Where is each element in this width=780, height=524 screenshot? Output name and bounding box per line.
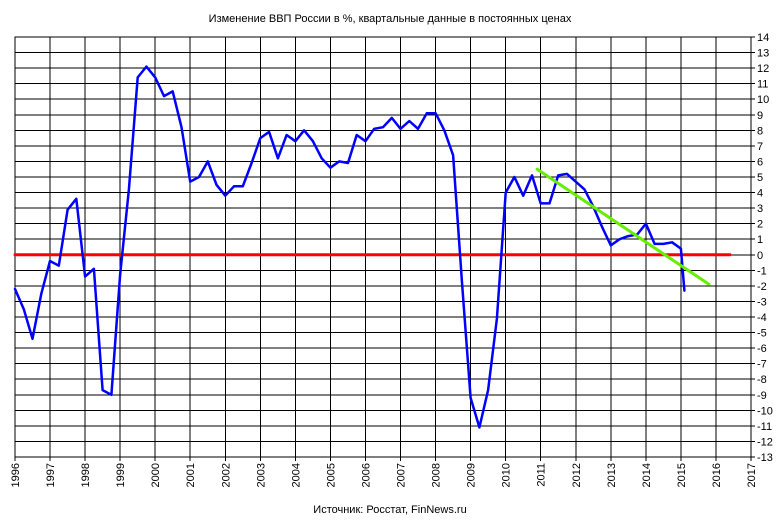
- x-tick-label: 2007: [396, 463, 408, 487]
- x-tick-label: 2004: [290, 463, 302, 487]
- x-tick-label: 2013: [606, 463, 618, 487]
- x-tick-label: 2009: [466, 463, 478, 487]
- x-tick-label: 2005: [325, 463, 337, 487]
- y-tick-label: 11: [757, 79, 768, 91]
- y-tick-label: 0: [757, 250, 763, 262]
- x-tick-label: 2016: [711, 463, 723, 487]
- y-tick-label: -1: [757, 265, 767, 277]
- y-tick-label: 9: [757, 110, 763, 122]
- x-tick-label: 1998: [80, 463, 92, 487]
- y-tick-label: 13: [757, 48, 769, 60]
- y-tick-label: -3: [757, 296, 767, 308]
- series-layer: [13, 65, 732, 429]
- x-tick-label: 2012: [571, 463, 583, 487]
- y-tick-label: 4: [757, 188, 763, 200]
- y-tick-label: 8: [757, 125, 763, 137]
- y-tick-label: 5: [757, 172, 763, 184]
- y-axis: 14131211109876543210-1-2-3-4-5-6-7-8-9-1…: [751, 32, 773, 464]
- x-tick-label: 2000: [150, 463, 162, 487]
- y-tick-label: 3: [757, 203, 763, 215]
- y-tick-label: -10: [757, 405, 773, 417]
- x-tick-label: 1996: [10, 463, 22, 487]
- y-tick-label: 14: [757, 32, 769, 44]
- y-tick-label: -4: [757, 312, 767, 324]
- x-tick-label: 2015: [676, 463, 688, 487]
- y-tick-label: -11: [757, 421, 772, 433]
- chart-source: Источник: Росстат, FinNews.ru: [313, 504, 466, 516]
- x-tick-label: 2008: [431, 463, 443, 487]
- y-tick-label: -8: [757, 374, 767, 386]
- x-tick-label: 2001: [185, 463, 197, 487]
- y-tick-label: 10: [757, 94, 769, 106]
- y-tick-label: 12: [757, 63, 769, 75]
- y-tick-label: -9: [757, 390, 767, 402]
- y-tick-label: -12: [757, 436, 773, 448]
- y-tick-label: -2: [757, 281, 767, 293]
- x-tick-label: 2017: [746, 463, 758, 487]
- x-tick-label: 2002: [220, 463, 232, 487]
- y-tick-label: -6: [757, 343, 767, 355]
- x-tick-label: 2010: [501, 463, 513, 487]
- y-tick-label: 1: [757, 234, 763, 246]
- grid: [14, 36, 752, 458]
- plot-frame: [14, 36, 752, 458]
- chart-title: Изменение ВВП России в %, квартальные да…: [209, 13, 572, 25]
- y-tick-label: 7: [757, 141, 763, 153]
- x-tick-label: 2006: [360, 463, 372, 487]
- trend-line: [535, 167, 711, 286]
- x-tick-label: 1997: [45, 463, 57, 487]
- x-tick-label: 2011: [536, 463, 548, 487]
- x-tick-label: 1999: [115, 463, 127, 487]
- y-tick-label: -5: [757, 328, 767, 340]
- x-tick-label: 2003: [255, 463, 267, 487]
- gdp-line: [13, 65, 686, 429]
- y-tick-label: 2: [757, 219, 763, 231]
- y-tick-label: 6: [757, 156, 763, 168]
- x-axis: 1996 1997 1998 1999 2000 2001 2002 2003 2004 2005…: [10, 457, 758, 487]
- y-tick-label: -13: [757, 452, 773, 464]
- x-tick-label: 2014: [641, 463, 653, 487]
- y-tick-label: -7: [757, 359, 767, 371]
